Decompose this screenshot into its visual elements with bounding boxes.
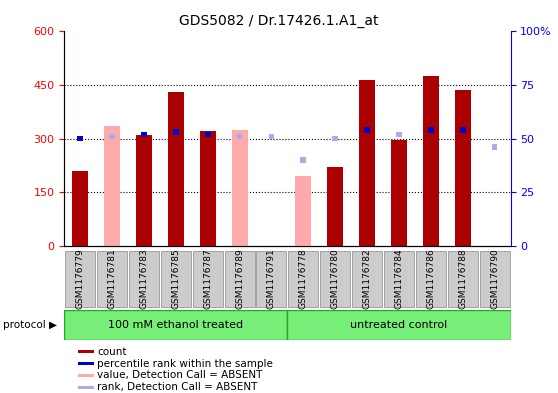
Bar [237, 134, 242, 139]
FancyBboxPatch shape [287, 310, 511, 340]
Bar [104, 126, 120, 246]
Text: rank, Detection Call = ABSENT: rank, Detection Call = ABSENT [97, 382, 257, 392]
Bar [396, 132, 402, 137]
FancyBboxPatch shape [65, 251, 95, 307]
Bar [333, 136, 338, 141]
FancyBboxPatch shape [224, 251, 254, 307]
Bar [364, 127, 370, 133]
FancyBboxPatch shape [448, 251, 478, 307]
Text: GSM1176784: GSM1176784 [395, 248, 403, 309]
Text: GSM1176779: GSM1176779 [76, 248, 85, 309]
Bar [428, 127, 434, 133]
FancyBboxPatch shape [193, 251, 223, 307]
Text: GSM1176782: GSM1176782 [363, 248, 372, 309]
Text: untreated control: untreated control [350, 320, 448, 330]
FancyBboxPatch shape [288, 251, 318, 307]
Bar [78, 362, 94, 365]
FancyBboxPatch shape [97, 251, 127, 307]
Text: 100 mM ethanol treated: 100 mM ethanol treated [108, 320, 243, 330]
Text: GSM1176778: GSM1176778 [299, 248, 308, 309]
Text: GSM1176790: GSM1176790 [490, 248, 499, 309]
Bar [359, 80, 375, 246]
Text: percentile rank within the sample: percentile rank within the sample [97, 358, 273, 369]
Bar [141, 132, 147, 137]
Bar [492, 144, 498, 150]
Bar [268, 134, 275, 139]
FancyBboxPatch shape [320, 251, 350, 307]
Bar [333, 136, 338, 141]
Bar [78, 386, 94, 389]
Bar [72, 171, 88, 246]
Bar [460, 127, 465, 133]
Bar [205, 132, 210, 137]
Bar [77, 136, 83, 141]
Bar [78, 350, 94, 353]
Text: GDS5082 / Dr.17426.1.A1_at: GDS5082 / Dr.17426.1.A1_at [179, 14, 379, 28]
Text: GSM1176789: GSM1176789 [235, 248, 244, 309]
Text: GSM1176786: GSM1176786 [426, 248, 435, 309]
Bar [78, 374, 94, 377]
FancyBboxPatch shape [480, 251, 509, 307]
Text: GSM1176787: GSM1176787 [203, 248, 212, 309]
Text: protocol ▶: protocol ▶ [3, 320, 57, 331]
Bar [200, 131, 215, 246]
Text: GSM1176785: GSM1176785 [171, 248, 180, 309]
Bar [455, 90, 471, 246]
FancyBboxPatch shape [257, 251, 286, 307]
FancyBboxPatch shape [129, 251, 159, 307]
Bar [232, 130, 248, 246]
Bar [109, 134, 115, 139]
Bar [173, 129, 179, 135]
Text: GSM1176783: GSM1176783 [140, 248, 148, 309]
Bar [391, 140, 407, 246]
Bar [136, 135, 152, 246]
FancyBboxPatch shape [161, 251, 191, 307]
Bar [295, 176, 311, 246]
FancyBboxPatch shape [416, 251, 446, 307]
Bar [423, 76, 439, 246]
Bar [327, 167, 343, 246]
FancyBboxPatch shape [352, 251, 382, 307]
Bar [168, 92, 184, 246]
FancyBboxPatch shape [64, 310, 287, 340]
Bar [300, 157, 306, 163]
Text: GSM1176791: GSM1176791 [267, 248, 276, 309]
Text: GSM1176780: GSM1176780 [331, 248, 340, 309]
Text: GSM1176788: GSM1176788 [458, 248, 467, 309]
FancyBboxPatch shape [384, 251, 414, 307]
Text: value, Detection Call = ABSENT: value, Detection Call = ABSENT [97, 370, 262, 380]
Text: GSM1176781: GSM1176781 [108, 248, 117, 309]
Text: count: count [97, 347, 127, 357]
